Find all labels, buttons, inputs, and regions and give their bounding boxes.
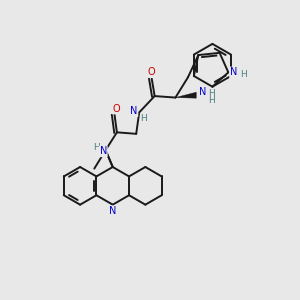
Text: H: H <box>93 143 100 152</box>
Text: O: O <box>148 67 155 77</box>
Text: N: N <box>130 106 137 116</box>
Text: H: H <box>240 70 247 79</box>
Text: N: N <box>109 206 116 216</box>
Text: H: H <box>208 96 214 105</box>
Text: H: H <box>140 114 147 123</box>
Polygon shape <box>176 92 196 98</box>
Text: O: O <box>112 103 120 114</box>
Text: N: N <box>100 146 107 156</box>
Text: H: H <box>208 89 214 98</box>
Text: N: N <box>230 68 237 77</box>
Text: N: N <box>199 87 206 97</box>
